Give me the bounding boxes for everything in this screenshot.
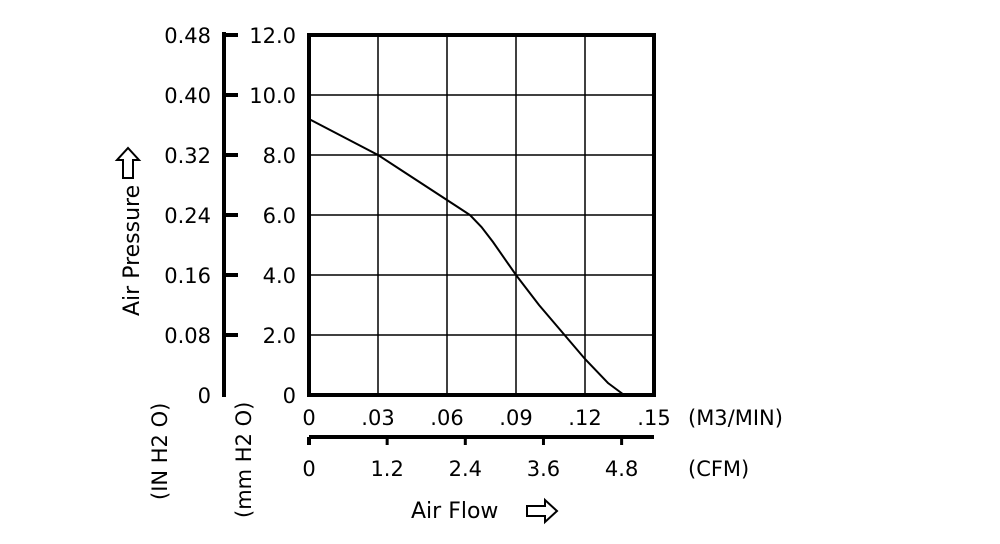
y2-tick-label: 0.48 <box>164 24 211 48</box>
x-unit-primary-label: (M3/MIN) <box>688 406 783 430</box>
primary-x-ticks: 0 .03 .06 .09 .12 .15 <box>302 406 670 430</box>
y-unit-secondary-label: (IN H2 O) <box>148 403 172 500</box>
y-tick-label: 10.0 <box>249 84 296 108</box>
y-axis-title: Air Pressure <box>120 185 145 316</box>
y-tick-label: 0 <box>283 384 296 408</box>
y-tick-label: 12.0 <box>249 24 296 48</box>
y-tick-label: 2.0 <box>263 324 296 348</box>
x2-tick-label: 3.6 <box>527 457 560 481</box>
x-tick-label: .15 <box>637 406 670 430</box>
primary-y-ticks: 0 2.0 4.0 6.0 8.0 10.0 12.0 <box>224 24 296 408</box>
x-tick-label: .06 <box>430 406 463 430</box>
x2-tick-label: 1.2 <box>370 457 403 481</box>
y2-tick-label: 0.08 <box>164 324 211 348</box>
y2-tick-label: 0.40 <box>164 84 211 108</box>
plot-frame <box>307 33 656 397</box>
y-tick-label: 4.0 <box>263 264 296 288</box>
y-unit-primary-label: (mm H2 O) <box>232 402 256 518</box>
grid-lines <box>309 35 654 395</box>
x-tick-label: .03 <box>361 406 394 430</box>
y2-tick-label: 0.32 <box>164 144 211 168</box>
x2-tick-label: 2.4 <box>449 457 482 481</box>
y-tick-label: 6.0 <box>263 204 296 228</box>
x-tick-label: .09 <box>499 406 532 430</box>
x-axis-arrow-icon <box>526 497 559 525</box>
y-tick-label: 8.0 <box>263 144 296 168</box>
x2-tick-label: 4.8 <box>605 457 638 481</box>
secondary-x-ticks: 0 1.2 2.4 3.6 4.8 <box>302 437 638 481</box>
y2-tick-label: 0.24 <box>164 204 211 228</box>
pressure-flow-curve <box>308 118 625 396</box>
x-tick-label: 0 <box>302 406 315 430</box>
x2-tick-label: 0 <box>302 457 315 481</box>
x-tick-label: .12 <box>568 406 601 430</box>
y2-tick-label: 0.16 <box>164 264 211 288</box>
y2-tick-label: 0 <box>198 384 211 408</box>
secondary-y-ticks: 0 0.08 0.16 0.24 0.32 0.40 0.48 <box>164 24 211 408</box>
x-unit-secondary-label: (CFM) <box>688 457 749 481</box>
x-axis-title: Air Flow <box>411 499 498 524</box>
y-axis-arrow-icon <box>114 146 142 179</box>
